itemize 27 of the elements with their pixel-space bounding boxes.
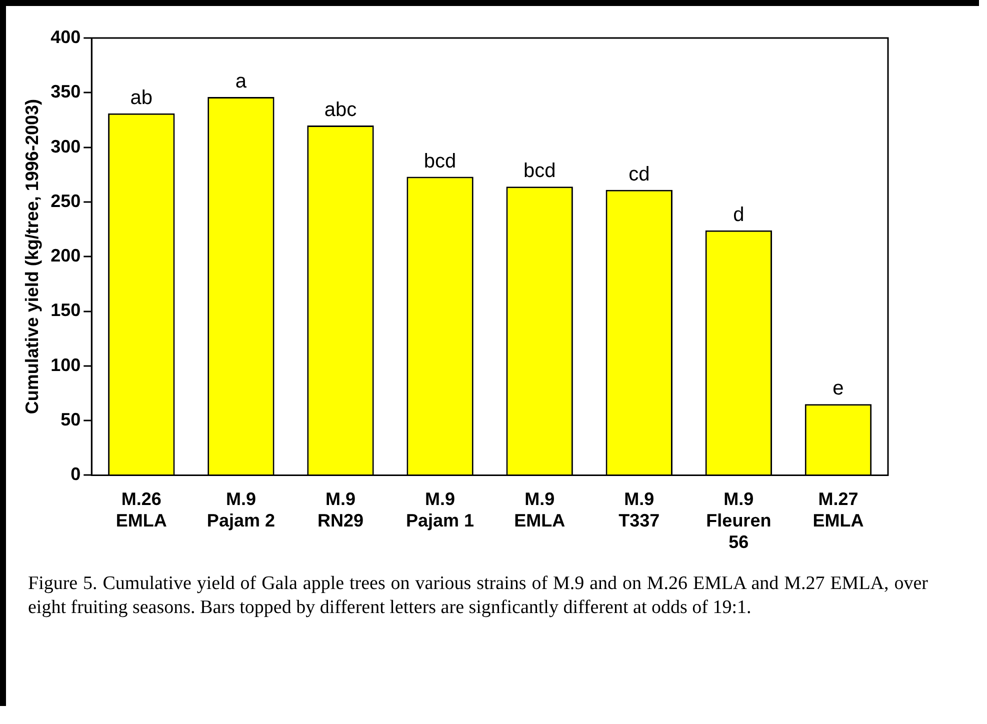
y-tick-label: 100 [50, 354, 81, 375]
x-tick-label: M.9 RN29 [317, 488, 364, 531]
annotation: d [733, 204, 744, 226]
y-tick-label: 200 [50, 246, 81, 266]
annotation: cd [628, 163, 650, 186]
annotation: bcd [523, 160, 556, 182]
x-tick-label: M.9 T337 [618, 488, 660, 531]
y-tick-label: 50 [60, 410, 81, 430]
y-axis-title: Cumulative yield (kg/tree, 1996-2003) [22, 99, 42, 414]
x-tick-label: M.27 EMLA [812, 488, 864, 531]
y-tick-label: 400 [50, 26, 81, 47]
annotation: ab [130, 86, 153, 109]
x-tick-label: M.26 EMLA [116, 488, 167, 531]
annotation: a [235, 70, 248, 93]
x-tick-label: M.9 Pajam 1 [406, 488, 474, 531]
annotation: bcd [424, 150, 456, 172]
x-tick-label: M.9 EMLA [514, 488, 566, 531]
y-tick-label: 300 [50, 136, 81, 156]
y-tick-label: 250 [50, 190, 81, 211]
y-tick-label: 0 [70, 464, 81, 484]
caption: Figure 5. Cumulative yield of Gala apple trees on various strains of M.9 and on M.26 EMLA and M.27 EMLA, over eight fruiting seasons. Bars topped by different letters are signficantly different at odds of 19:1. [28, 572, 928, 620]
annotation: e [832, 378, 844, 400]
annotation: abc [324, 98, 357, 121]
x-tick-label: M.9 Pajam 2 [206, 488, 275, 531]
y-tick-label: 150 [50, 300, 81, 320]
y-tick-label: 350 [50, 82, 81, 102]
x-tick-label: M.9 Fleuren 56 [706, 488, 772, 552]
